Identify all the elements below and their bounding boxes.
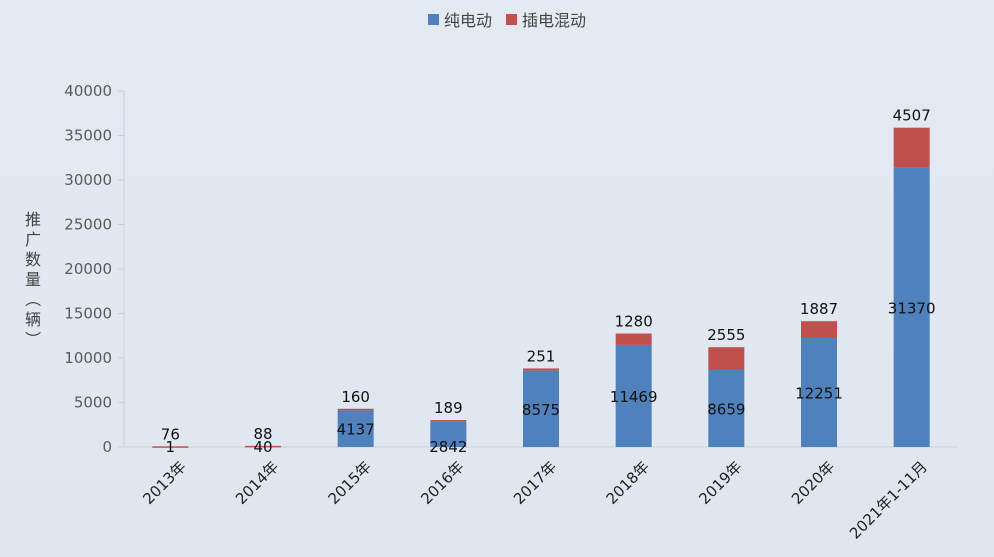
data-label-pure-electric: 1	[166, 438, 176, 456]
data-label-pure-electric: 4137	[337, 421, 375, 439]
bar-plugin-hybrid	[337, 408, 374, 411]
y-tick-label: 40000	[64, 82, 112, 100]
y-tick-label: 25000	[64, 216, 112, 234]
x-category-label: 2020年	[788, 458, 838, 508]
data-label-plugin-hybrid: 251	[527, 347, 556, 365]
bar-plugin-hybrid	[152, 446, 189, 448]
legend: 纯电动 插电混动	[428, 11, 586, 30]
data-label-plugin-hybrid: 76	[161, 425, 180, 443]
gridlines	[216, 91, 959, 447]
x-category-label: 2019年	[695, 458, 745, 508]
legend-label: 插电混动	[522, 11, 586, 30]
y-axis-title-char: 广	[25, 230, 41, 249]
bar-plugin-hybrid	[615, 333, 652, 345]
x-category-label: 2016年	[417, 458, 467, 508]
data-label-plugin-hybrid: 1887	[800, 300, 838, 318]
data-label-pure-electric: 8659	[707, 400, 745, 418]
bar-pure-electric	[893, 167, 930, 447]
bar-pure-electric	[337, 410, 374, 447]
y-axis-title-char: ）	[23, 331, 42, 347]
legend-swatch	[428, 14, 439, 25]
bars	[152, 127, 930, 448]
y-tick-label: 30000	[64, 171, 112, 189]
legend-label: 纯电动	[444, 11, 492, 30]
bar-plugin-hybrid	[430, 420, 467, 422]
y-tick-label: 15000	[64, 305, 112, 323]
bar-plugin-hybrid	[801, 321, 837, 338]
data-label-plugin-hybrid: 2555	[707, 326, 745, 344]
bar-pure-electric	[430, 421, 467, 447]
bar-plugin-hybrid	[893, 127, 930, 168]
bar-pure-electric	[708, 369, 745, 447]
y-axis-title-char: （	[23, 291, 42, 307]
x-category-label: 2015年	[325, 458, 375, 508]
y-tick-label: 20000	[64, 260, 112, 278]
y-tick-label: 35000	[64, 127, 112, 145]
y-tick-label: 10000	[64, 349, 112, 367]
data-label-plugin-hybrid: 189	[434, 399, 463, 417]
x-category-label: 2013年	[139, 458, 189, 508]
data-label-pure-electric: 12251	[795, 384, 843, 402]
y-axis-title-char: 推	[25, 210, 41, 229]
x-category-label: 2018年	[603, 458, 653, 508]
x-category-label: 2017年	[510, 458, 560, 508]
x-category-label: 2021年1-11月	[846, 458, 931, 543]
bar-plugin-hybrid	[245, 445, 281, 448]
y-axis-title-char: 数	[25, 250, 41, 269]
data-label-pure-electric: 40	[253, 438, 272, 456]
data-label-pure-electric: 31370	[888, 299, 936, 317]
bar-plugin-hybrid	[708, 347, 745, 370]
x-category-label: 2014年	[232, 458, 282, 508]
y-tick-label: 5000	[74, 394, 112, 412]
y-axis-title-char: 辆	[25, 310, 41, 329]
bar-plugin-hybrid	[523, 368, 559, 371]
data-label-plugin-hybrid: 1280	[615, 313, 653, 331]
data-label-pure-electric: 8575	[522, 401, 560, 419]
y-axis-title-char: 量	[25, 270, 41, 289]
bar-pure-electric	[801, 337, 837, 447]
bar-pure-electric	[615, 344, 652, 447]
data-label-plugin-hybrid: 88	[253, 425, 272, 443]
legend-swatch	[506, 14, 517, 25]
data-label-plugin-hybrid: 160	[341, 388, 370, 406]
y-tick-label: 0	[102, 438, 112, 456]
data-label-pure-electric: 11469	[610, 388, 658, 406]
data-label-plugin-hybrid: 4507	[893, 107, 931, 125]
data-label-pure-electric: 2842	[429, 438, 467, 456]
bar-pure-electric	[523, 370, 559, 447]
